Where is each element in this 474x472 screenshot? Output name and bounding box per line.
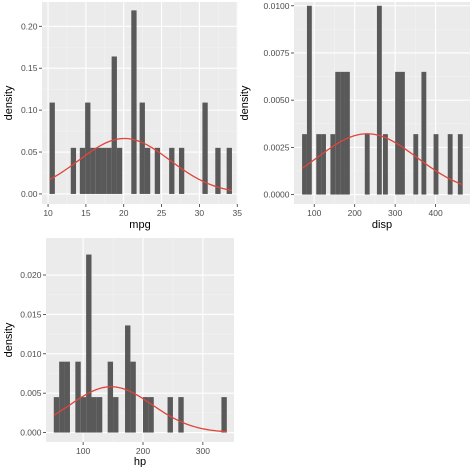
y-tick-label: 0.0050 (264, 95, 290, 105)
x-tick-label: 25 (157, 208, 167, 218)
histogram-panel-mpg: 0.00 0.05 0.10 0.15 0.20 10 15 20 25 30 35 mpg densi… (3, 2, 242, 231)
y-tick-label: 0.10 (21, 105, 38, 115)
histogram-bar (226, 147, 232, 194)
histogram-bar (59, 361, 65, 433)
histogram-bar (144, 147, 151, 194)
histogram-bar (53, 397, 60, 433)
histogram-bar (169, 147, 175, 194)
histogram-bar (107, 361, 114, 433)
density-curve (49, 137, 233, 192)
x-tick-label: 100 (307, 208, 321, 218)
y-tick-label: 0.0100 (264, 1, 290, 11)
histogram-bar (125, 325, 131, 433)
histogram-bar (80, 397, 87, 433)
y-axis-title: density (3, 85, 15, 120)
histogram-bar (364, 134, 370, 195)
histogram-panel-hp: 0.000 0.005 0.010 0.015 0.020 100 200 300 hp dens… (3, 238, 234, 468)
histogram-bar (330, 134, 336, 195)
histogram-bar (383, 134, 388, 195)
y-tick-label: 0.00 (21, 189, 38, 199)
histogram-bar (85, 102, 91, 194)
y-tick-label: 0.000 (20, 428, 42, 438)
histogram-bar (335, 71, 341, 195)
y-tick-label: 0.0025 (264, 142, 290, 152)
plot-panel (46, 238, 234, 442)
x-tick-label: 15 (81, 208, 91, 218)
histogram-bar (64, 361, 70, 433)
histogram-bar (101, 147, 107, 194)
x-tick-label: 200 (136, 446, 150, 456)
histogram-bar (86, 254, 92, 433)
y-tick-label: 0.005 (20, 388, 42, 398)
y-tick-label: 0.0000 (264, 190, 290, 200)
histogram-bar (413, 134, 419, 195)
histogram-bar (433, 134, 439, 195)
x-axis-title: hp (134, 456, 146, 467)
x-axis-title: disp (372, 219, 392, 231)
y-tick-label: 0.05 (21, 147, 38, 157)
histogram-bar (316, 134, 322, 195)
histogram-panel-disp: 0.0000 0.0025 0.0050 0.0075 0.0100 100 200 300 4… (239, 1, 470, 231)
y-tick-label: 0.20 (21, 21, 38, 31)
histogram-bar (148, 397, 154, 433)
y-tick-label: 0.020 (20, 270, 42, 280)
histogram-bar (96, 397, 103, 433)
x-tick-label: 10 (43, 208, 53, 218)
histogram-bar (139, 102, 145, 194)
x-tick-label: 30 (195, 208, 205, 218)
histogram-bar (154, 147, 161, 194)
histogram-bar (113, 397, 119, 433)
histogram-bar (400, 71, 405, 195)
histogram-bar (49, 102, 55, 194)
histogram-bar (215, 147, 221, 194)
histogram-bar (340, 71, 345, 195)
histogram-bar (111, 56, 117, 194)
x-axis-title: mpg (129, 219, 150, 231)
histogram-bar (79, 147, 86, 194)
histogram-bar (130, 361, 136, 433)
x-tick-label: 400 (429, 208, 443, 218)
histogram-bar (395, 71, 401, 195)
histogram-bar (421, 71, 427, 195)
histogram-bar (178, 147, 185, 194)
histogram-bar (167, 397, 173, 433)
histogram-bar (116, 147, 123, 194)
density-curve (53, 386, 227, 433)
histogram-bar (321, 134, 326, 195)
x-tick-label: 200 (348, 208, 362, 218)
x-tick-label: 100 (76, 446, 90, 456)
histogram-bar (302, 134, 307, 195)
y-axis-title: density (3, 322, 15, 357)
histogram-bar (106, 147, 112, 194)
histogram-bar (221, 397, 227, 433)
y-tick-label: 0.010 (20, 349, 42, 359)
x-tick-label: 35 (233, 208, 243, 218)
x-tick-label: 300 (196, 446, 210, 456)
histogram-bar (178, 397, 184, 433)
histogram-bar (447, 134, 453, 195)
histogram-bar (457, 134, 463, 195)
histogram-bar (91, 397, 97, 433)
histogram-bar (95, 147, 102, 194)
x-tick-label: 20 (119, 208, 129, 218)
y-tick-label: 0.15 (21, 63, 38, 73)
histogram-bar (376, 5, 382, 195)
x-tick-label: 300 (388, 208, 402, 218)
y-tick-label: 0.015 (20, 309, 42, 319)
histogram-bar (344, 71, 350, 195)
histogram-bar (202, 102, 208, 194)
y-axis-title: density (239, 85, 251, 120)
histogram-bar (131, 10, 137, 194)
histogram-bar (90, 147, 96, 194)
density-curve (301, 133, 463, 186)
histogram-bar (70, 147, 77, 194)
y-tick-label: 0.0075 (264, 48, 290, 58)
histogram-bar (75, 361, 81, 433)
histogram-bar (142, 397, 149, 433)
histogram-bar (306, 5, 312, 195)
